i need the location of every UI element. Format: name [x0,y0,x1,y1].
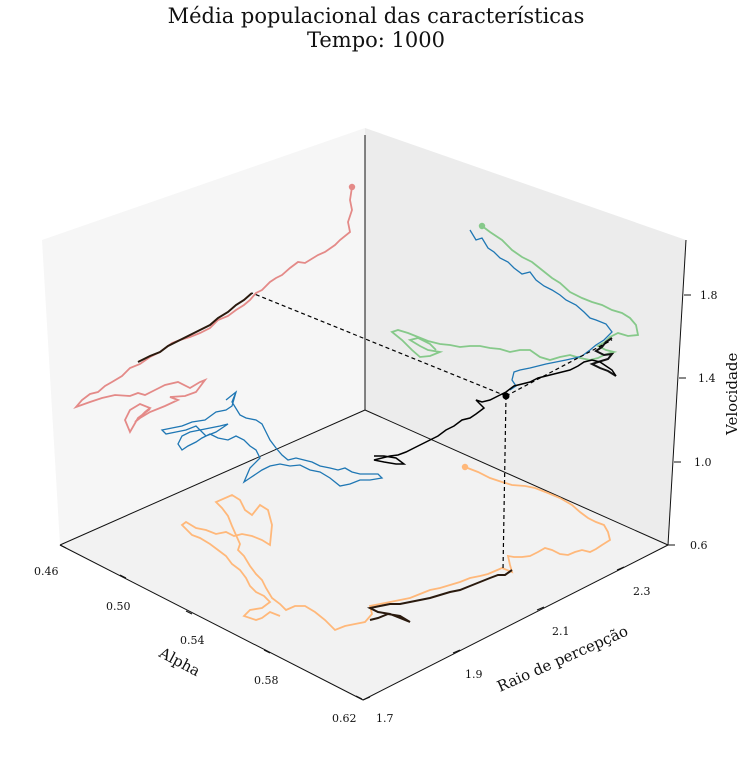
current-point [502,392,510,400]
velocidade-axis-label: Velocidade [723,352,741,436]
raio-tick-mark-2 [536,606,545,611]
raio-tick-mark-3 [616,566,625,571]
series-recent-raio-velocidade [589,337,617,377]
alpha-tick-mark-0 [59,544,67,549]
raio-tick-label-1: 1.9 [465,668,483,681]
series-trajetoria-2d-a [469,229,613,391]
raio-tick-mark-0 [362,696,371,701]
alpha-tick-mark-2 [185,610,193,615]
alpha-axis-label: Alpha [155,643,203,680]
endpoint-alpha-raio [461,463,469,471]
alpha-tick-label-2: 0.54 [180,634,205,647]
chart-title: Média populacional das características [167,4,585,28]
alpha-axis-line [59,544,364,701]
raio-tick-label-2: 2.1 [552,625,570,638]
velocidade-tick-label-0: 0.6 [690,539,708,552]
series-trajetoria-3d [373,359,617,465]
chart-title-block: Média populacional das características T… [0,4,752,52]
alpha-tick-label-1: 0.50 [106,600,131,613]
alpha-tick-label-0: 0.46 [34,565,59,578]
alpha-tick-mark-3 [263,649,271,654]
raio-tick-label-3: 2.3 [633,585,651,598]
series-raio-velocidade [390,225,640,361]
velocidade-tick-label-1: 1.0 [694,456,712,469]
alpha-tick-mark-4 [355,695,363,700]
velocidade-tick-label-3: 1.8 [700,289,718,302]
floor-left-edge [59,409,366,546]
guide-to-raio-velocidade [505,339,613,397]
series-trajetoria-2d-b [160,390,384,487]
raio-axis-line [362,544,669,701]
right-pane [365,128,686,545]
alpha-tick-mark-1 [119,574,127,579]
series-recent-alpha-velocidade [137,292,253,363]
floor-pane [60,410,668,700]
left-pane [42,128,365,545]
guide-to-alpha-velocidade [251,292,507,397]
endpoint-raio-velocidade [478,222,486,230]
raio-tick-label-0: 1.7 [376,712,394,725]
floor-right-edge [364,409,669,546]
alpha-tick-label-4: 0.62 [332,712,357,725]
endpoint-alpha-velocidade [348,183,356,191]
velocidade-axis-ticks: 0.6 1.0 1.4 1.8 Velocidade [668,289,741,552]
chart-subtitle: Tempo: 1000 [307,28,445,52]
raio-tick-mark-1 [452,649,461,654]
series-alpha-velocidade [73,186,353,435]
alpha-tick-label-3: 0.58 [254,674,279,687]
velocidade-axis-line [667,239,687,546]
velocidade-tick-label-2: 1.4 [698,372,716,385]
series-alpha-raio [180,466,612,632]
guide-to-alpha-raio [502,395,507,571]
series-recent-alpha-raio [366,569,513,623]
